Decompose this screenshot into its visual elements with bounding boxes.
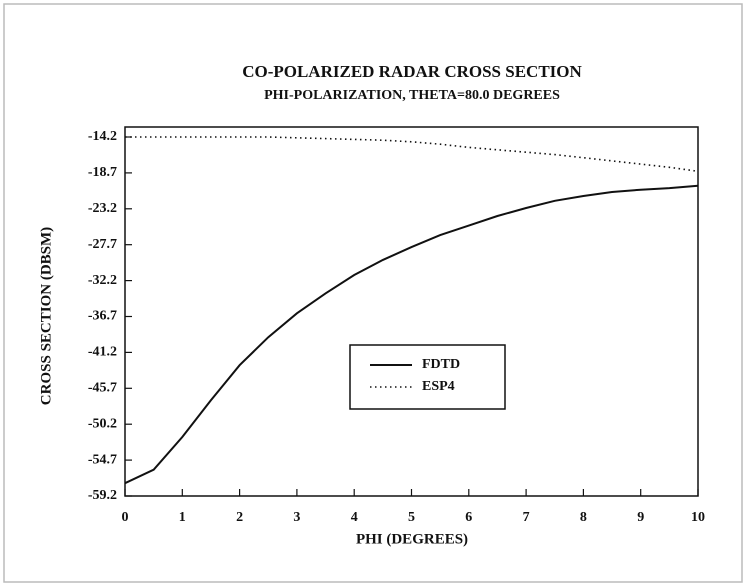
series-line xyxy=(125,136,699,173)
legend-label: FDTD xyxy=(422,357,460,372)
x-tick-label: 6 xyxy=(465,510,472,525)
chart-title: CO-POLARIZED RADAR CROSS SECTION xyxy=(242,62,582,81)
x-axis-label: PHI (DEGREES) xyxy=(356,531,468,547)
y-tick-label: -45.7 xyxy=(88,381,117,396)
x-tick-label: 7 xyxy=(523,510,530,525)
y-tick-label: -41.2 xyxy=(88,345,117,360)
y-tick-label: -36.7 xyxy=(88,309,117,324)
y-tick-label: -23.2 xyxy=(88,201,117,216)
y-tick-label: -32.2 xyxy=(88,273,117,288)
x-tick-label: 1 xyxy=(179,510,186,525)
x-tick-label: 0 xyxy=(122,510,129,525)
y-tick-label: -27.7 xyxy=(88,237,117,252)
legend-box xyxy=(349,344,506,410)
y-tick-label: -54.7 xyxy=(88,452,117,467)
y-tick-label: -59.2 xyxy=(88,488,117,503)
page-border xyxy=(3,3,743,583)
y-axis-label: CROSS SECTION (DBSM) xyxy=(38,227,54,405)
y-tick-label: -18.7 xyxy=(88,165,117,180)
x-tick-label: 8 xyxy=(580,510,587,525)
x-tick-label: 3 xyxy=(293,510,300,525)
x-tick-label: 4 xyxy=(351,510,358,525)
y-tick-label: -50.2 xyxy=(88,416,117,431)
x-tick-label: 5 xyxy=(408,510,415,525)
series-line xyxy=(124,184,699,485)
x-tick-label: 9 xyxy=(637,510,644,525)
y-tick-label: -14.2 xyxy=(88,129,117,144)
legend-label: ESP4 xyxy=(422,379,455,394)
x-tick-label: 10 xyxy=(691,510,705,525)
chart-subtitle: PHI-POLARIZATION, THETA=80.0 DEGREES xyxy=(264,88,560,103)
x-tick-label: 2 xyxy=(236,510,243,525)
plot-frame xyxy=(124,126,699,497)
